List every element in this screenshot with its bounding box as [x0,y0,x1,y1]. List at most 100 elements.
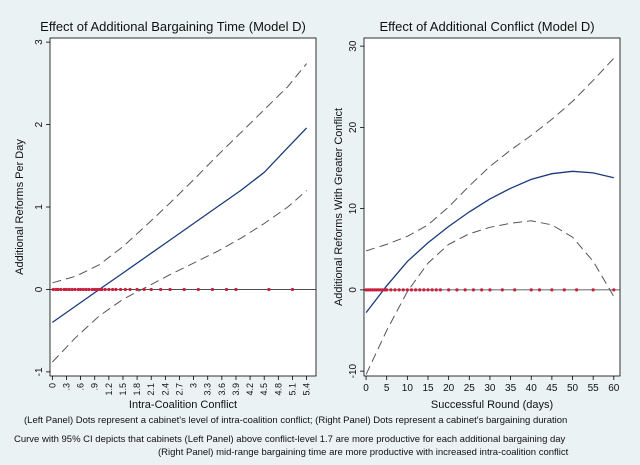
chart-title: Effect of Additional Bargaining Time (Mo… [40,19,306,34]
x-tick-label: 0 [47,383,57,388]
chart-title: Effect of Additional Conflict (Model D) [379,19,594,34]
data-point [56,287,60,292]
y-axis-label: Additional Reforms Per Day [14,139,26,275]
y-tick-label: 10 [348,203,359,215]
x-tick-label: 25 [464,383,476,394]
data-point [537,288,542,292]
x-tick-label: 4.8 [273,383,283,396]
data-point [513,288,517,292]
x-tick-label: .9 [90,383,100,391]
x-tick-label: 60 [608,383,620,394]
data-point [414,288,418,292]
data-point [51,287,55,292]
x-tick-label: 10 [402,383,414,394]
ci-line [365,220,615,375]
x-tick-label: 3.9 [231,383,241,396]
data-point [123,287,127,292]
ci-line [52,63,307,284]
x-tick-label: 20 [443,383,455,394]
data-point [290,287,295,292]
plot-area [49,37,317,377]
data-point [267,287,271,292]
data-point [418,288,422,292]
x-tick-label: .3 [61,383,71,391]
y-tick-label: 3 [34,39,45,45]
data-point [471,288,476,292]
x-axis-label: Successful Round (days) [431,399,553,411]
y-tick-label: 0 [348,287,359,293]
x-tick-label: 55 [588,383,600,394]
data-point [70,287,74,292]
x-tick-label: 1.5 [118,383,128,396]
data-point [159,287,163,292]
data-point [79,287,83,292]
data-point [107,287,111,292]
y-tick-label: 2 [34,121,45,127]
data-point [385,288,389,292]
x-axis-label: Intra-Coalition Conflict [129,399,237,411]
data-point [430,288,434,292]
x-tick-label: 1.2 [104,383,114,396]
right-panel: Effect of Additional Conflict (Model D) -… [324,0,640,411]
caption-line-1: (Left Panel) Dots represent a cabinet's … [24,415,568,426]
y-tick-label: 1 [34,204,45,210]
x-tick-label: 40 [526,383,538,394]
data-point [149,287,153,292]
x-tick-label: 2.4 [160,383,170,396]
data-point [455,288,459,292]
data-point [488,288,492,292]
x-tick-label: 5.1 [287,383,297,396]
x-tick-label: 50 [567,383,579,394]
caption-line-2: Curve with 95% CI depicts that cabinets … [14,434,566,445]
data-point [550,288,554,292]
data-point [480,288,484,292]
data-point [135,287,139,292]
data-point [612,288,616,292]
data-point [409,288,414,292]
data-point [591,288,595,292]
x-tick-label: 3.3 [203,383,213,396]
plot-area [363,37,621,377]
data-point [397,288,401,292]
data-point [90,287,94,292]
data-point [84,287,88,292]
data-point [73,287,77,292]
data-point [438,288,442,292]
caption-line-3: (Right Panel) mid-range bargaining time … [158,447,569,458]
ci-line [52,190,307,363]
y-tick-label: 20 [348,121,359,133]
data-point [100,287,104,292]
data-point [59,287,63,292]
data-point [426,288,430,292]
y-tick-label: -1 [34,367,45,376]
x-tick-label: 3.6 [217,383,227,396]
left-panel: Effect of Additional Bargaining Time (Mo… [0,0,322,411]
y-tick-label: 30 [348,40,359,52]
estimate-line [52,127,308,323]
data-point [224,287,229,292]
data-point [97,287,102,292]
data-point [562,288,566,292]
data-point [500,288,504,292]
data-point [234,287,238,292]
x-tick-label: 1.8 [132,383,142,396]
data-point [447,288,451,292]
data-point [114,287,118,292]
data-point [67,287,71,292]
data-point [210,287,215,292]
data-point [128,287,132,292]
data-point [87,287,91,292]
data-point [405,288,409,292]
data-point [111,287,115,292]
data-point [422,288,426,292]
data-point [196,287,200,292]
x-tick-label: 45 [546,383,558,394]
x-tick-label: 2.1 [146,383,156,396]
data-point [401,288,405,292]
data-point [389,288,393,292]
data-point [93,287,97,292]
x-tick-label: 4.2 [245,383,255,396]
data-point [575,288,579,292]
data-point [168,287,172,292]
x-tick-label: 4.5 [259,383,269,396]
